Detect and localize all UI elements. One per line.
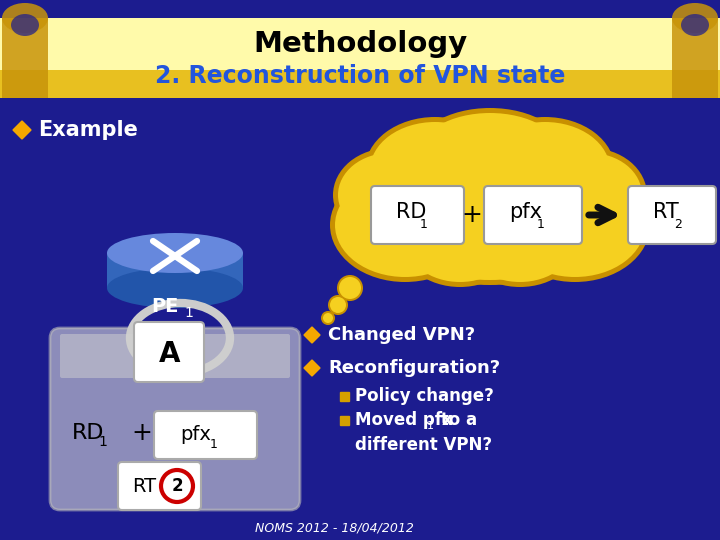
Text: Moved pfx: Moved pfx [355, 411, 453, 429]
Ellipse shape [405, 198, 515, 282]
FancyBboxPatch shape [628, 186, 716, 244]
Bar [0, 18, 720, 98]
Ellipse shape [337, 275, 363, 301]
Polygon shape [13, 121, 31, 139]
FancyBboxPatch shape [371, 186, 464, 244]
Text: PE: PE [151, 298, 179, 316]
Ellipse shape [413, 108, 567, 202]
Text: +: + [462, 203, 482, 227]
FancyBboxPatch shape [484, 186, 582, 244]
Ellipse shape [338, 153, 442, 237]
Text: different VPN?: different VPN? [355, 436, 492, 454]
Ellipse shape [370, 145, 610, 285]
Ellipse shape [505, 173, 645, 277]
FancyBboxPatch shape [60, 334, 290, 378]
Ellipse shape [321, 311, 335, 325]
Ellipse shape [480, 122, 610, 218]
Polygon shape [340, 415, 349, 424]
Text: Methodology: Methodology [253, 30, 467, 58]
Text: 2. Reconstruction of VPN state: 2. Reconstruction of VPN state [155, 64, 565, 88]
Ellipse shape [500, 168, 650, 282]
Text: 1: 1 [99, 435, 107, 449]
Text: Changed VPN?: Changed VPN? [328, 326, 475, 344]
Text: RT: RT [132, 476, 156, 496]
Text: 2: 2 [171, 477, 183, 495]
Text: to a: to a [435, 411, 477, 429]
Ellipse shape [2, 3, 48, 33]
Ellipse shape [681, 14, 709, 36]
Text: 1: 1 [210, 437, 218, 450]
Text: 2: 2 [674, 218, 682, 231]
Text: Policy change?: Policy change? [355, 387, 494, 405]
Ellipse shape [672, 3, 718, 33]
Ellipse shape [533, 148, 647, 242]
Ellipse shape [475, 117, 615, 223]
Ellipse shape [323, 313, 333, 323]
Ellipse shape [465, 198, 575, 282]
FancyBboxPatch shape [118, 462, 201, 510]
Polygon shape [304, 327, 320, 343]
Text: A: A [159, 340, 181, 368]
Bar [0, 0, 720, 18]
Ellipse shape [330, 168, 480, 282]
FancyBboxPatch shape [134, 322, 204, 382]
Text: 1: 1 [537, 218, 545, 231]
Text: RD: RD [395, 202, 426, 222]
Ellipse shape [330, 297, 346, 313]
Text: +: + [132, 421, 153, 445]
Ellipse shape [328, 295, 348, 315]
Ellipse shape [418, 113, 562, 197]
Text: Reconfiguration?: Reconfiguration? [328, 359, 500, 377]
Ellipse shape [370, 122, 500, 218]
Text: RT: RT [653, 202, 678, 222]
Text: 1: 1 [427, 421, 434, 431]
Ellipse shape [333, 148, 447, 242]
Ellipse shape [375, 150, 605, 280]
Text: NOMS 2012 - 18/04/2012: NOMS 2012 - 18/04/2012 [255, 522, 414, 535]
Text: pfx: pfx [509, 202, 542, 222]
Ellipse shape [538, 153, 642, 237]
Ellipse shape [460, 193, 580, 287]
Text: 1: 1 [184, 306, 194, 320]
Polygon shape [304, 360, 320, 376]
Ellipse shape [400, 193, 520, 287]
Ellipse shape [365, 117, 505, 223]
Ellipse shape [107, 268, 243, 308]
FancyBboxPatch shape [154, 411, 257, 459]
Ellipse shape [11, 14, 39, 36]
Text: Example: Example [38, 120, 138, 140]
Text: pfx: pfx [181, 426, 212, 444]
Text: RD: RD [72, 423, 104, 443]
Ellipse shape [335, 173, 475, 277]
Ellipse shape [107, 233, 243, 273]
Bar [672, 18, 718, 98]
Bar [0, 70, 720, 98]
Bar [107, 253, 243, 288]
Bar [2, 18, 48, 98]
Text: 1: 1 [420, 218, 428, 231]
FancyBboxPatch shape [50, 328, 300, 510]
Polygon shape [340, 392, 349, 401]
Ellipse shape [339, 277, 361, 299]
